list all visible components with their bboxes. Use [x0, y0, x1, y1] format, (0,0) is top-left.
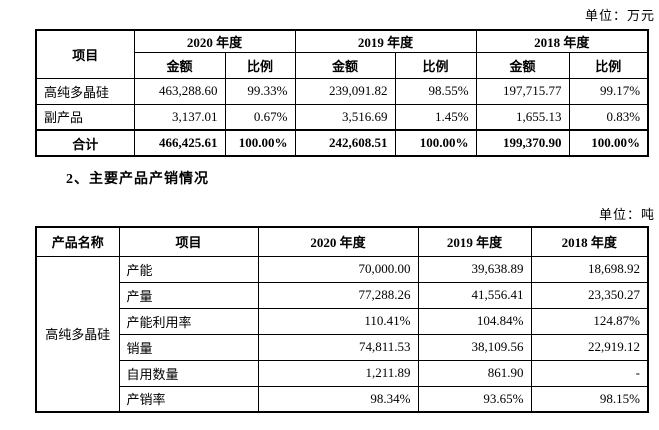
value-2019: 38,109.56 — [417, 333, 532, 361]
row-label: 产能利用率 — [118, 307, 259, 335]
value-2019: 104.84% — [417, 307, 532, 335]
total-ratio-2019: 100.00% — [394, 129, 477, 157]
unit-label-ton: 单位：吨 — [598, 207, 655, 222]
total-ratio-2018: 100.00% — [568, 129, 649, 157]
row-label: 产量 — [118, 281, 259, 309]
header-amount-2019: 金额 — [294, 51, 396, 79]
row-label: 产销率 — [118, 385, 259, 413]
table-row-utilization: 产能利用率 110.41% 104.84% 124.87% — [36, 307, 649, 335]
table-row-capacity: 高纯多晶硅 产能 70,000.00 39,638.89 18,698.92 — [35, 255, 649, 413]
table-row-polysilicon: 高纯多晶硅 463,288.60 99.33% 239,091.82 98.55… — [35, 77, 649, 105]
value-2020: 77,288.26 — [257, 281, 419, 309]
value-2020: 1,211.89 — [257, 359, 419, 387]
value-2018: 124.87% — [530, 307, 649, 335]
revenue-by-product-table: 项目 2020 年度 2019 年度 2018 年度 金额 比例 金额 比例 金… — [35, 29, 650, 157]
section-heading: 2、主要产品产销情况 — [66, 172, 209, 187]
value-2018: 98.15% — [530, 385, 649, 413]
header-ratio-2018: 比例 — [568, 51, 649, 79]
amount-2018: 197,715.77 — [475, 77, 570, 105]
value-2019: 41,556.41 — [417, 281, 532, 309]
header-ratio-2020: 比例 — [224, 51, 296, 79]
header-year-2020: 2020 年度 — [257, 226, 419, 257]
table-subheader-row: 金额 比例 金额 比例 金额 比例 — [36, 51, 649, 79]
table-row-total: 合计 466,425.61 100.00% 242,608.51 100.00%… — [35, 129, 649, 157]
value-2020: 110.41% — [257, 307, 419, 335]
header-year-2018: 2018 年度 — [475, 29, 649, 53]
value-2018: 22,919.12 — [530, 333, 649, 361]
row-label: 自用数量 — [118, 359, 259, 387]
table-row-self-use: 自用数量 1,211.89 861.90 - — [36, 359, 649, 387]
table-row-output: 产量 77,288.26 41,556.41 23,350.27 — [36, 281, 649, 309]
total-amount-2019: 242,608.51 — [294, 129, 396, 157]
amount-2019: 3,516.69 — [294, 103, 396, 131]
table-header-row: 产品名称 项目 2020 年度 2019 年度 2018 年度 — [35, 226, 649, 257]
value-2019: 39,638.89 — [417, 255, 532, 283]
row-label: 销量 — [118, 333, 259, 361]
production-sales-table: 产品名称 项目 2020 年度 2019 年度 2018 年度 高纯多晶硅 产能… — [35, 226, 649, 413]
value-2020: 74,811.53 — [257, 333, 419, 361]
table-row-sales-volume: 销量 74,811.53 38,109.56 22,919.12 — [36, 333, 649, 361]
header-year-2018: 2018 年度 — [530, 226, 649, 257]
table-row-sales-ratio: 产销率 98.34% 93.65% 98.15% — [36, 385, 649, 413]
header-amount-2018: 金额 — [475, 51, 570, 79]
header-year-2019: 2019 年度 — [294, 29, 477, 53]
value-2019: 861.90 — [417, 359, 532, 387]
ratio-2018: 0.83% — [568, 103, 649, 131]
ratio-2018: 99.17% — [568, 77, 649, 105]
value-2018: 23,350.27 — [530, 281, 649, 309]
amount-2020: 463,288.60 — [133, 77, 226, 105]
value-2020: 70,000.00 — [257, 255, 419, 283]
header-year-2019: 2019 年度 — [417, 226, 532, 257]
amount-2018: 1,655.13 — [475, 103, 570, 131]
unit-label-wanyuan: 单位：万元 — [584, 8, 655, 23]
ratio-2020: 0.67% — [224, 103, 296, 131]
total-amount-2020: 466,425.61 — [133, 129, 226, 157]
ratio-2019: 1.45% — [394, 103, 477, 131]
total-ratio-2020: 100.00% — [224, 129, 296, 157]
header-item: 项目 — [118, 226, 259, 257]
ratio-2019: 98.55% — [394, 77, 477, 105]
value-2018: 18,698.92 — [530, 255, 649, 283]
header-year-2020: 2020 年度 — [133, 29, 296, 53]
total-label: 合计 — [35, 129, 135, 157]
table-header-row: 项目 2020 年度 2019 年度 2018 年度 — [35, 29, 649, 79]
product-name-cell: 高纯多晶硅 — [35, 255, 120, 413]
value-2018: - — [530, 359, 649, 387]
row-label: 副产品 — [35, 103, 135, 131]
row-label: 高纯多晶硅 — [35, 77, 135, 105]
table-row-byproduct: 副产品 3,137.01 0.67% 3,516.69 1.45% 1,655.… — [35, 103, 649, 131]
total-amount-2018: 199,370.90 — [475, 129, 570, 157]
header-amount-2020: 金额 — [133, 51, 226, 79]
value-2020: 98.34% — [257, 385, 419, 413]
header-item: 项目 — [35, 29, 135, 79]
value-2019: 93.65% — [417, 385, 532, 413]
ratio-2020: 99.33% — [224, 77, 296, 105]
header-ratio-2019: 比例 — [394, 51, 477, 79]
amount-2020: 3,137.01 — [133, 103, 226, 131]
header-product-name: 产品名称 — [35, 226, 120, 257]
amount-2019: 239,091.82 — [294, 77, 396, 105]
row-label: 产能 — [118, 255, 259, 283]
